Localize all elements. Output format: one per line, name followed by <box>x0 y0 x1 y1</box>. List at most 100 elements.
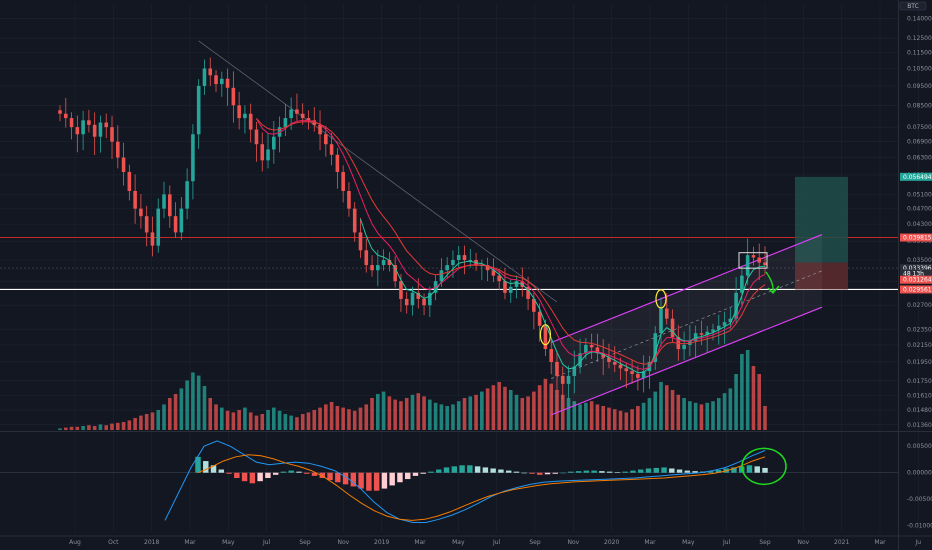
target-zone <box>795 176 848 263</box>
ma-fast-line <box>360 218 766 374</box>
macd-histogram-bar <box>203 461 209 473</box>
candle-body <box>335 154 340 172</box>
macd-histogram-bar <box>210 465 217 473</box>
moving-average-badge <box>900 275 932 284</box>
macd-histogram-bar <box>420 472 426 474</box>
candle-body <box>711 329 715 332</box>
candle-body <box>283 118 288 128</box>
volume-bar <box>664 385 669 430</box>
volume-bar <box>289 415 293 430</box>
volume-bar <box>670 390 675 430</box>
volume-bar <box>745 350 750 430</box>
candle-body <box>508 286 513 293</box>
volume-bar <box>272 407 276 430</box>
volume-bar <box>156 410 161 430</box>
volume-bar <box>653 391 657 430</box>
volume-bar <box>566 398 571 430</box>
candle-body <box>266 149 270 161</box>
volume-bar <box>179 388 184 430</box>
volume-bar <box>485 388 490 430</box>
volume-bar <box>416 393 421 430</box>
highlight-ellipse-2 <box>655 289 667 309</box>
volume-bar <box>607 407 611 430</box>
volume-bar <box>364 404 369 430</box>
candle-body <box>254 129 259 145</box>
candle-body <box>104 122 109 128</box>
candle-body <box>173 216 178 233</box>
macd-histogram-bar <box>606 471 613 473</box>
volume-bar <box>716 398 721 430</box>
macd-histogram-bar <box>521 472 527 474</box>
volume-bar <box>630 409 634 430</box>
time-tick-label: Nov <box>337 539 349 546</box>
volume-bar <box>757 374 762 430</box>
volume-bar <box>601 406 605 430</box>
candle-body <box>352 208 357 233</box>
candle-body <box>156 208 161 246</box>
candle-body <box>306 118 311 121</box>
macd-histogram-bar <box>638 469 644 473</box>
volume-bar <box>127 420 132 430</box>
volume-bar <box>283 414 288 430</box>
volume-bar <box>451 404 455 430</box>
volume-bar <box>144 414 149 430</box>
candle-body <box>404 298 409 306</box>
volume-bar <box>248 412 253 430</box>
candle-body <box>566 375 571 384</box>
volume-bar <box>676 394 681 430</box>
candle-body <box>722 322 727 326</box>
candle-body <box>514 281 519 287</box>
candle-body <box>612 361 617 365</box>
candle-body <box>295 109 299 114</box>
descending-trendline <box>198 40 558 303</box>
volume-bar <box>231 412 236 430</box>
candle-body <box>456 255 461 261</box>
time-tick-label: Sep <box>529 539 541 546</box>
volume-bar <box>456 401 461 430</box>
macd-histogram-bar <box>389 472 395 486</box>
volume-bar <box>404 398 409 430</box>
candle-body <box>664 308 669 319</box>
candle-body <box>162 194 166 209</box>
volume-bar <box>358 407 363 430</box>
macd-histogram-bar <box>754 466 760 473</box>
candle-body <box>526 286 530 299</box>
currency-badge[interactable] <box>899 1 927 11</box>
time-tick-label: Mar <box>414 539 426 546</box>
macd-histogram-bar <box>342 472 349 485</box>
macd-histogram-bar <box>482 467 489 473</box>
time-axis[interactable]: Aug Oct 2018 Mar May Jul Sep Nov 2019 Mar May Jul Se… <box>69 539 921 546</box>
volume-bar <box>69 426 74 430</box>
candle-body <box>133 190 137 209</box>
candle-body <box>636 374 640 378</box>
volume-bar <box>636 406 640 430</box>
volume-bar <box>474 394 478 430</box>
volume-bar <box>347 409 351 430</box>
candle-body <box>537 311 542 326</box>
macd-histogram-bar <box>513 471 520 473</box>
macd-histogram-bar <box>350 472 357 487</box>
candle-body <box>358 232 363 251</box>
candle-body <box>485 265 490 271</box>
volume-bar <box>682 398 686 430</box>
volume-bar <box>393 399 397 430</box>
time-tick-label: Aug <box>69 539 81 546</box>
time-tick-label: 2021 <box>834 539 849 546</box>
candle-body <box>468 260 473 262</box>
volume-bar <box>497 382 501 430</box>
candle-body <box>214 75 218 85</box>
volume-bar <box>508 390 513 430</box>
volume-bar <box>173 394 178 430</box>
candle-body <box>196 85 201 135</box>
volume-bar <box>612 409 617 430</box>
annotations <box>539 252 780 346</box>
macd-histogram-bar <box>560 472 566 474</box>
consolidation-box <box>738 252 768 269</box>
time-tick-label: Sep <box>759 539 771 546</box>
